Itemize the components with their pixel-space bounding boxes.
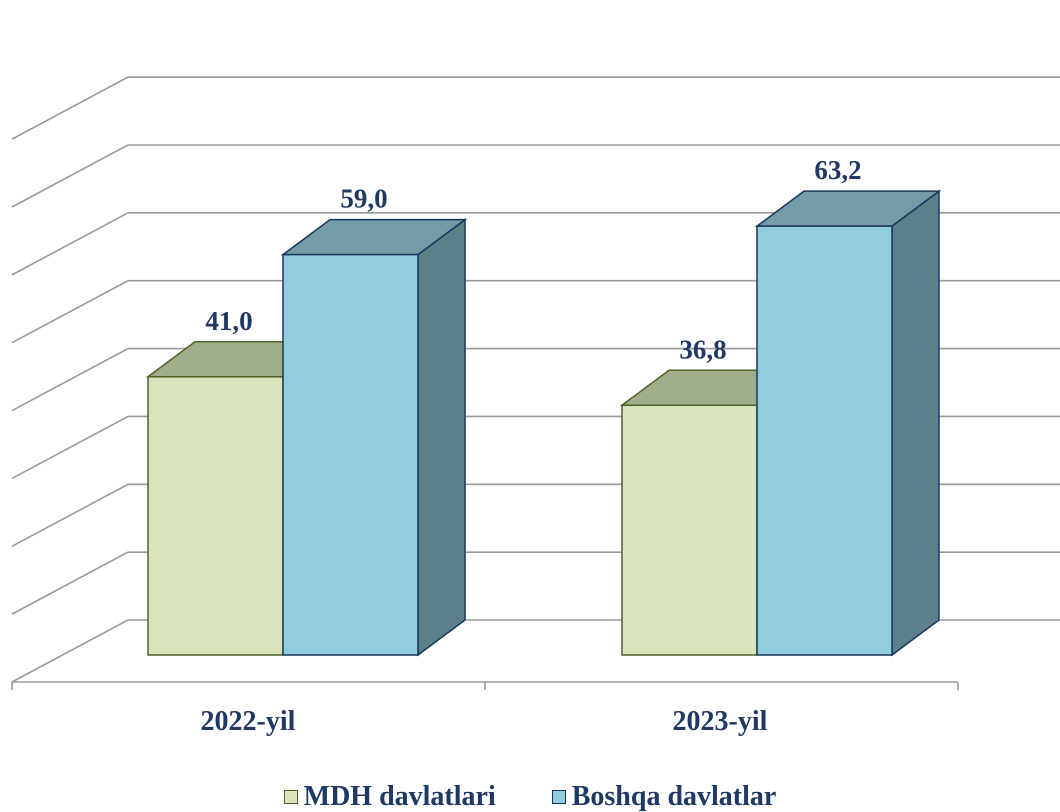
bars (145, 189, 942, 657)
bar-side (417, 218, 466, 657)
bar-front (621, 404, 758, 656)
legend-swatch-mdh (283, 790, 298, 804)
gridline-side (11, 76, 129, 140)
category-axis: 2022-yil 2023-yil (11, 681, 959, 737)
bar-front (147, 376, 284, 656)
bar-front (282, 253, 419, 656)
legend-item-mdh: MDH davlatlari (283, 781, 496, 812)
gridline-side (11, 280, 129, 344)
gridline-side (11, 415, 129, 480)
legend-label-mdh: MDH davlatlari (303, 781, 496, 812)
gridline-side (11, 483, 129, 547)
legend-item-boshqa: Boshqa davlatlar (551, 781, 777, 812)
legend-swatch-boshqa (551, 790, 566, 804)
data-label: 36,8 (679, 334, 726, 364)
gridline-side (11, 551, 129, 615)
bar-side (891, 189, 940, 657)
gridline-side (11, 619, 129, 683)
data-labels: 41,0 59,0 36,8 63,2 (205, 155, 861, 364)
bar-boshqa-2023-yil (754, 189, 942, 657)
category-label: 2023-yil (673, 706, 768, 737)
gridline-side (11, 144, 129, 208)
category-label: 2022-yil (201, 706, 296, 737)
gridline-side (11, 347, 129, 412)
legend: MDH davlatlari Boshqa davlatlar (0, 782, 1060, 812)
data-label: 59,0 (340, 184, 387, 214)
gridline-side (11, 212, 129, 276)
legend-label-boshqa: Boshqa davlatlar (571, 781, 777, 812)
data-label: 63,2 (814, 155, 861, 185)
data-label: 41,0 (205, 306, 252, 336)
bar-front (756, 225, 893, 656)
bar-boshqa-2022-yil (280, 218, 468, 657)
